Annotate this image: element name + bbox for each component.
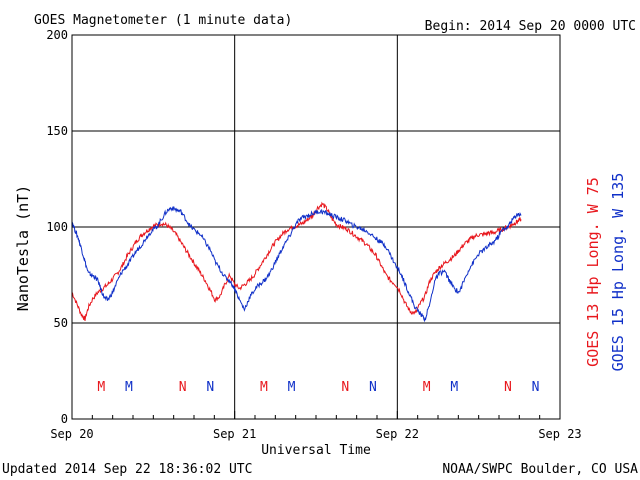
x-tick-label: Sep 21 (213, 427, 256, 441)
y-tick-label: 0 (61, 412, 68, 426)
marker-n: N (504, 380, 512, 395)
y-tick-label: 100 (46, 220, 68, 234)
marker-m: M (125, 380, 133, 395)
y-tick-label: 150 (46, 124, 68, 138)
x-tick-label: Sep 20 (50, 427, 93, 441)
legend-goes13: GOES 13 Hp Long. W 75 (584, 177, 602, 367)
source-credit: NOAA/SWPC Boulder, CO USA (442, 462, 638, 477)
updated-timestamp: Updated 2014 Sep 22 18:36:02 UTC (2, 462, 252, 477)
marker-n: N (369, 380, 377, 395)
marker-n: N (341, 380, 349, 395)
chart-title: GOES Magnetometer (1 minute data) (34, 13, 292, 28)
marker-m: M (450, 380, 458, 395)
grid-lines (72, 35, 560, 419)
data-series (71, 201, 522, 323)
y-axis-ticks: 0 50 100 150 200 (46, 28, 77, 426)
series-line-goes13 (71, 201, 522, 321)
x-axis-ticks: Sep 20 Sep 21 Sep 22 Sep 23 (50, 411, 582, 441)
x-tick-label: Sep 23 (538, 427, 581, 441)
series-line-goes15 (71, 205, 522, 323)
y-tick-label: 50 (54, 316, 68, 330)
marker-n: N (206, 380, 214, 395)
marker-n: N (532, 380, 540, 395)
marker-n: N (179, 380, 187, 395)
plot-frame (71, 34, 561, 420)
y-tick-label: 200 (46, 28, 68, 42)
x-tick-label: Sep 22 (376, 427, 419, 441)
marker-m: M (260, 380, 268, 395)
legend-goes15: GOES 15 Hp Long. W 135 (609, 173, 627, 372)
y-axis-label: NanoTesla (nT) (14, 185, 32, 311)
marker-m: M (97, 380, 105, 395)
begin-time: Begin: 2014 Sep 20 0000 UTC (425, 19, 636, 34)
marker-m: M (423, 380, 431, 395)
marker-m: M (288, 380, 296, 395)
x-axis-label: Universal Time (261, 443, 371, 458)
